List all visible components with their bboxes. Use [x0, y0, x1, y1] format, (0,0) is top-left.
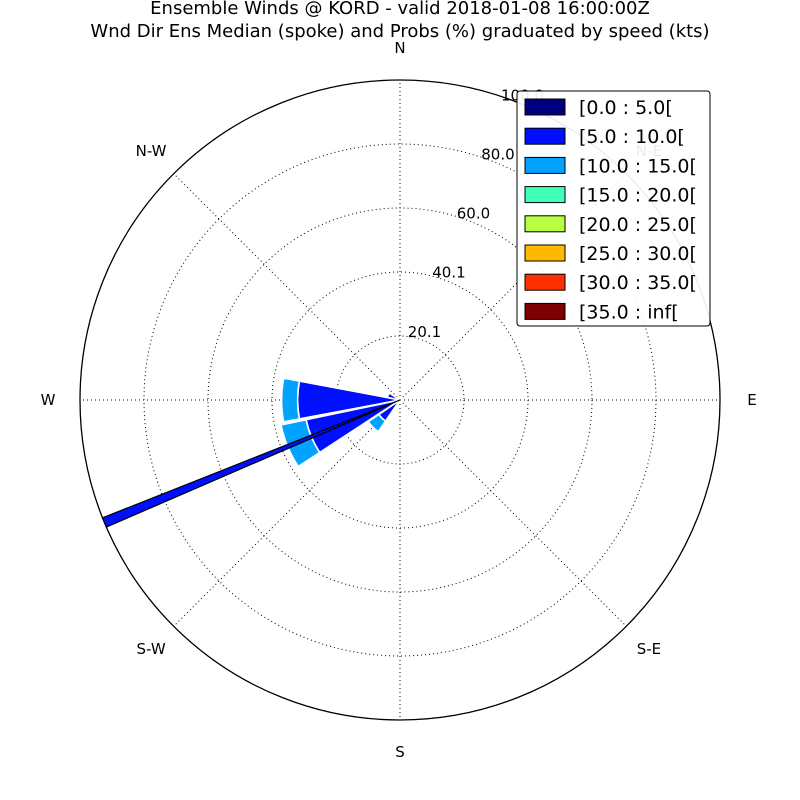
legend-label: [0.0 : 5.0[ — [579, 97, 673, 119]
grid-spoke — [399, 173, 627, 401]
direction-label: S-W — [137, 640, 166, 658]
legend-label: [25.0 : 30.0[ — [579, 243, 697, 265]
direction-label: S — [395, 743, 405, 761]
wind-bar-segment — [280, 377, 301, 423]
legend-swatch — [524, 186, 566, 204]
direction-label: N-W — [136, 142, 167, 160]
wind-bars — [280, 377, 401, 468]
legend: [0.0 : 5.0[ [5.0 : 10.0[ [10.0 : 15.0[ [15.… — [516, 90, 711, 327]
radial-tick-label: 80.0 — [481, 145, 514, 163]
legend-swatch — [524, 273, 566, 291]
legend-label: [10.0 : 15.0[ — [579, 155, 697, 177]
direction-label: N — [394, 39, 405, 57]
grid-spoke — [399, 399, 627, 627]
polar-grid — [80, 80, 720, 720]
radial-tick-label: 20.1 — [408, 323, 441, 341]
chart-subtitle: Wnd Dir Ens Median (spoke) and Probs (%)… — [90, 21, 709, 42]
legend-swatch — [524, 302, 566, 320]
direction-label: E — [747, 391, 756, 409]
legend-swatch — [524, 98, 566, 116]
radial-tick-labels: 20.140.160.080.0100.0 — [408, 86, 544, 341]
chart-title: Ensemble Winds @ KORD - valid 2018-01-08… — [150, 0, 650, 19]
legend-label: [5.0 : 10.0[ — [579, 126, 685, 148]
legend-swatch — [524, 156, 566, 174]
legend-label: [20.0 : 25.0[ — [579, 214, 697, 236]
direction-label: W — [41, 391, 56, 409]
legend-swatch — [524, 244, 566, 262]
direction-label: S-E — [637, 640, 661, 658]
wind-bar-segment — [367, 413, 387, 433]
grid-spoke — [173, 399, 401, 627]
legend-swatch — [524, 215, 566, 233]
legend-box — [516, 90, 711, 327]
outer-ring — [79, 79, 721, 721]
median-spoke — [101, 399, 401, 528]
legend-label: [15.0 : 20.0[ — [579, 185, 697, 207]
median-spoke-layer — [101, 399, 401, 528]
legend-label: [35.0 : inf[ — [579, 301, 679, 323]
grid-spoke — [173, 173, 401, 401]
radial-tick-label: 60.0 — [457, 205, 490, 223]
legend-swatch — [524, 127, 566, 145]
legend-label: [30.0 : 35.0[ — [579, 272, 697, 294]
wind-bar-segment — [386, 391, 401, 401]
radial-tick-label: 40.1 — [432, 264, 465, 282]
